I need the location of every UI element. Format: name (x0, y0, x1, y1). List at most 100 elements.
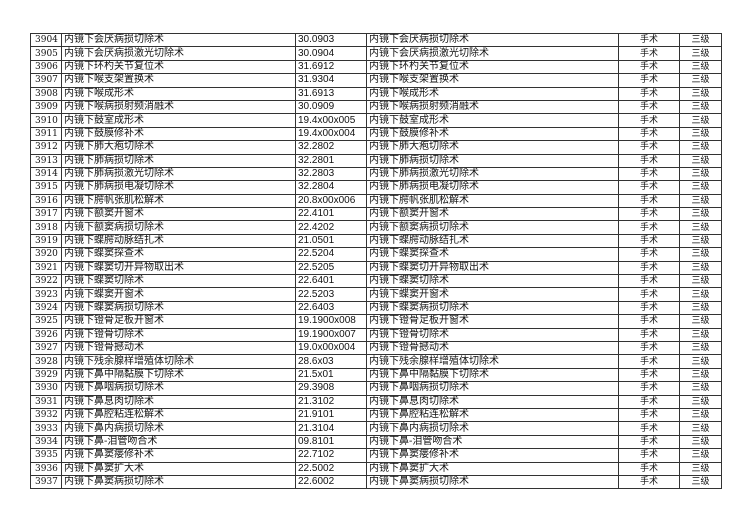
table-row: 3918 内镜下额窦病损切除术 22.4202 内镜下额窦病损切除术 手术 三级 (30, 220, 722, 235)
procedure-type-cell: 手术 (618, 247, 680, 262)
table-row: 3926 内镜下镫骨切除术 19.1900x007 内镜下镫骨切除术 手术 三级 (30, 327, 722, 342)
procedure-type-cell: 手术 (618, 207, 680, 222)
procedure-name-cell: 内镜下会厌病损切除术 (61, 32, 296, 48)
procedure-level-cell: 三级 (679, 140, 722, 155)
row-number-cell: 3924 (30, 300, 62, 316)
row-number-cell: 3909 (30, 99, 62, 115)
procedure-name-standard-cell: 内镜下鼓膜修补术 (366, 126, 619, 142)
procedure-name-cell: 内镜下残余腺样增殖体切除术 (61, 354, 296, 369)
procedure-type-cell: 手术 (618, 367, 680, 383)
procedure-name-standard-cell: 内镜下鼻腔粘连松解术 (366, 407, 619, 423)
table-row: 3927 内镜下镫骨撼动术 19.0x00x004 内镜下镫骨撼动术 手术 三级 (30, 340, 722, 356)
procedure-code-cell: 22.5205 (295, 260, 367, 276)
row-number-cell: 3906 (30, 59, 62, 75)
table-row: 3909 内镜下喉病损射频消融术 30.0909 内镜下喉病损射频消融术 手术 三级 (30, 99, 722, 115)
row-number-cell: 3935 (30, 448, 62, 463)
procedure-level-cell: 三级 (679, 59, 722, 75)
procedure-code-cell: 31.6912 (295, 59, 367, 75)
procedure-name-cell: 内镜下鼻窦瘘修补术 (61, 448, 296, 463)
procedure-name-standard-cell: 内镜下鼻-泪管吻合术 (366, 434, 619, 450)
procedure-level-cell: 三级 (679, 32, 722, 48)
procedure-type-cell: 手术 (618, 46, 680, 61)
procedure-name-cell: 内镜下喉成形术 (61, 86, 296, 101)
row-number-cell: 3920 (30, 247, 62, 262)
procedure-type-cell: 手术 (618, 126, 680, 142)
procedure-code-cell: 30.0903 (295, 32, 367, 48)
procedure-code-cell: 22.7102 (295, 448, 367, 463)
procedure-code-cell: 29.3908 (295, 381, 367, 396)
procedure-level-cell: 三级 (679, 340, 722, 356)
procedure-name-cell: 内镜下镫骨足板开窗术 (61, 314, 296, 329)
table-row: 3921 内镜下蝶窦切开异物取出术 22.5205 内镜下蝶窦切开异物取出术 手术 三级 (30, 260, 722, 276)
table-row: 3922 内镜下蝶窦切除术 22.6401 内镜下蝶窦切除术 手术 三级 (30, 274, 722, 289)
procedure-code-cell: 32.2801 (295, 153, 367, 168)
table-row: 3935 内镜下鼻窦瘘修补术 22.7102 内镜下鼻窦瘘修补术 手术 三级 (30, 448, 722, 463)
procedure-name-standard-cell: 内镜下蝶腭动脉结扎术 (366, 233, 619, 249)
row-number-cell: 3914 (30, 166, 62, 182)
procedure-level-cell: 三级 (679, 113, 722, 128)
procedure-name-standard-cell: 内镜下喉支架置换术 (366, 73, 619, 88)
procedure-code-cell: 22.6401 (295, 274, 367, 289)
procedure-code-cell: 20.8x00x006 (295, 193, 367, 209)
procedure-name-standard-cell: 内镜下鼻中隔黏膜下切除术 (366, 367, 619, 383)
procedure-name-standard-cell: 内镜下肺病损电凝切除术 (366, 180, 619, 195)
procedure-code-cell: 09.8101 (295, 434, 367, 450)
row-number-cell: 3913 (30, 153, 62, 168)
table-row: 3910 内镜下鼓室成形术 19.4x00x005 内镜下鼓室成形术 手术 三级 (30, 113, 722, 128)
procedure-type-cell: 手术 (618, 166, 680, 182)
procedure-name-standard-cell: 内镜下蝶窦开窗术 (366, 287, 619, 302)
procedure-name-standard-cell: 内镜下残余腺样增殖体切除术 (366, 354, 619, 369)
procedure-level-cell: 三级 (679, 126, 722, 142)
row-number-cell: 3917 (30, 207, 62, 222)
procedure-name-cell: 内镜下鼻窦扩大术 (61, 461, 296, 476)
procedure-type-cell: 手术 (618, 153, 680, 168)
table-row: 3931 内镜下鼻息肉切除术 21.3102 内镜下鼻息肉切除术 手术 三级 (30, 394, 722, 409)
table-row: 3916 内镜下腭帆张肌松解术 20.8x00x006 内镜下腭帆张肌松解术 手术 三级 (30, 193, 722, 209)
procedure-name-cell: 内镜下鼻窦病损切除术 (61, 474, 296, 490)
procedure-name-cell: 内镜下蝶窦切除术 (61, 274, 296, 289)
row-number-cell: 3926 (30, 327, 62, 342)
procedure-code-cell: 30.0909 (295, 99, 367, 115)
procedure-name-cell: 内镜下蝶窦开窗术 (61, 287, 296, 302)
procedure-code-cell: 21.3102 (295, 394, 367, 409)
procedure-name-standard-cell: 内镜下鼻窦病损切除术 (366, 474, 619, 490)
procedure-type-cell: 手术 (618, 434, 680, 450)
row-number-cell: 3923 (30, 287, 62, 302)
row-number-cell: 3922 (30, 274, 62, 289)
procedure-level-cell: 三级 (679, 233, 722, 249)
row-number-cell: 3911 (30, 126, 62, 142)
table-body: 3904 内镜下会厌病损切除术 30.0903 内镜下会厌病损切除术 手术 三级 3905 内… (30, 32, 722, 490)
procedure-level-cell: 三级 (679, 394, 722, 409)
procedure-type-cell: 手术 (618, 260, 680, 276)
procedure-name-standard-cell: 内镜下蝶窦切开异物取出术 (366, 260, 619, 276)
procedure-name-standard-cell: 内镜下鼻窦扩大术 (366, 461, 619, 476)
procedure-name-cell: 内镜下鼻咽病损切除术 (61, 381, 296, 396)
procedure-code-cell: 32.2802 (295, 140, 367, 155)
procedure-name-standard-cell: 内镜下额窦病损切除术 (366, 220, 619, 235)
row-number-cell: 3930 (30, 381, 62, 396)
procedure-name-cell: 内镜下喉病损射频消融术 (61, 99, 296, 115)
table-row: 3920 内镜下蝶窦探查术 22.5204 内镜下蝶窦探查术 手术 三级 (30, 247, 722, 262)
procedure-code-cell: 21.5x01 (295, 367, 367, 383)
procedure-level-cell: 三级 (679, 207, 722, 222)
procedure-level-cell: 三级 (679, 220, 722, 235)
procedure-name-standard-cell: 内镜下鼻息肉切除术 (366, 394, 619, 409)
procedure-level-cell: 三级 (679, 86, 722, 101)
procedure-level-cell: 三级 (679, 193, 722, 209)
procedure-code-cell: 19.1900x007 (295, 327, 367, 342)
procedure-name-standard-cell: 内镜下鼻内病损切除术 (366, 421, 619, 436)
table-row: 3911 内镜下鼓膜修补术 19.4x00x004 内镜下鼓膜修补术 手术 三级 (30, 126, 722, 142)
row-number-cell: 3912 (30, 140, 62, 155)
procedure-type-cell: 手术 (618, 461, 680, 476)
procedure-code-cell: 31.9304 (295, 73, 367, 88)
procedure-code-cell: 21.0501 (295, 233, 367, 249)
table-row: 3919 内镜下蝶腭动脉结扎术 21.0501 内镜下蝶腭动脉结扎术 手术 三级 (30, 233, 722, 249)
table-row: 3905 内镜下会厌病损激光切除术 30.0904 内镜下会厌病损激光切除术 手术 三级 (30, 46, 722, 61)
row-number-cell: 3910 (30, 113, 62, 128)
procedure-type-cell: 手术 (618, 32, 680, 48)
procedure-level-cell: 三级 (679, 274, 722, 289)
procedure-name-standard-cell: 内镜下蝶窦切除术 (366, 274, 619, 289)
procedure-level-cell: 三级 (679, 153, 722, 168)
procedure-code-cell: 30.0904 (295, 46, 367, 61)
table-row: 3908 内镜下喉成形术 31.6913 内镜下喉成形术 手术 三级 (30, 86, 722, 101)
